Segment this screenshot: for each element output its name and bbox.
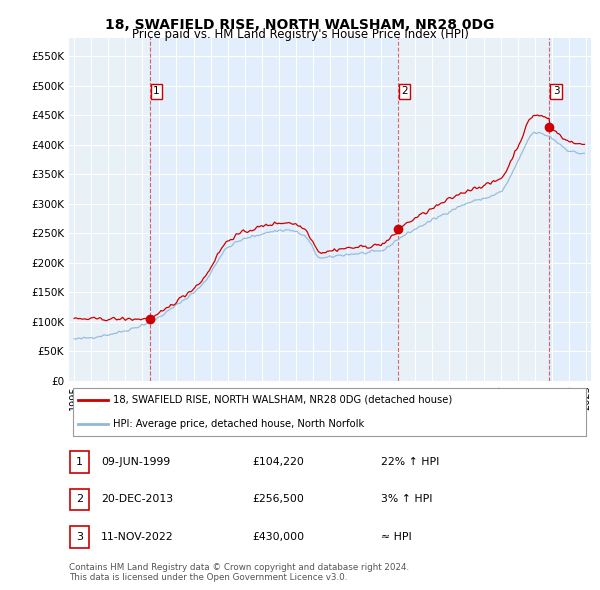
Text: 11-NOV-2022: 11-NOV-2022 [101,532,173,542]
FancyBboxPatch shape [70,526,89,548]
FancyBboxPatch shape [73,388,586,435]
Text: 09-JUN-1999: 09-JUN-1999 [101,457,170,467]
Bar [69,38,150,381]
Bar [550,38,591,381]
Text: £256,500: £256,500 [252,494,304,504]
Bar [150,38,398,381]
Text: £104,220: £104,220 [252,457,304,467]
Text: Price paid vs. HM Land Registry's House Price Index (HPI): Price paid vs. HM Land Registry's House … [131,28,469,41]
Text: 20-DEC-2013: 20-DEC-2013 [101,494,173,504]
FancyBboxPatch shape [70,489,89,510]
Text: 1: 1 [153,87,160,96]
Text: HPI: Average price, detached house, North Norfolk: HPI: Average price, detached house, Nort… [113,419,365,429]
Text: 18, SWAFIELD RISE, NORTH WALSHAM, NR28 0DG (detached house): 18, SWAFIELD RISE, NORTH WALSHAM, NR28 0… [113,395,452,405]
Text: Contains HM Land Registry data © Crown copyright and database right 2024.
This d: Contains HM Land Registry data © Crown c… [69,563,409,582]
Text: 18, SWAFIELD RISE, NORTH WALSHAM, NR28 0DG: 18, SWAFIELD RISE, NORTH WALSHAM, NR28 0… [106,18,494,32]
Text: 2: 2 [401,87,408,96]
Text: 3: 3 [553,87,559,96]
Bar [398,38,550,381]
Text: 2: 2 [76,494,83,504]
Text: £430,000: £430,000 [252,532,304,542]
Text: 3% ↑ HPI: 3% ↑ HPI [381,494,433,504]
FancyBboxPatch shape [70,451,89,473]
Text: 1: 1 [76,457,83,467]
Text: 3: 3 [76,532,83,542]
Text: ≈ HPI: ≈ HPI [381,532,412,542]
Text: 22% ↑ HPI: 22% ↑ HPI [381,457,439,467]
